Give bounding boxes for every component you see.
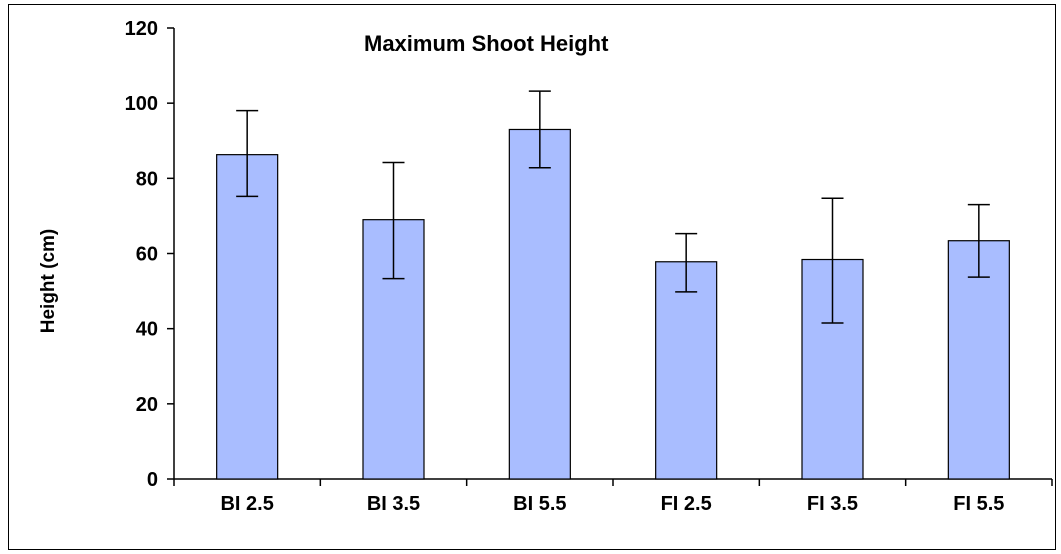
bar-chart: Maximum Shoot Height Height (cm) 0 20 40 60… xyxy=(38,18,1053,515)
x-tick-label-5: FI 5.5 xyxy=(953,493,1004,515)
y-tick-label-40: 40 xyxy=(136,319,158,341)
x-tick-label-2: BI 5.5 xyxy=(513,493,566,515)
plot-area: 0 20 40 60 80 100 120 BI 2.5 BI 3.5 BI 5.5 FI 2.5 F… xyxy=(125,18,1053,515)
x-tick-label-3: FI 2.5 xyxy=(661,493,712,515)
y-tick-label-80: 80 xyxy=(136,168,158,190)
x-tick-label-0: BI 2.5 xyxy=(220,493,273,515)
x-tick-label-4: FI 3.5 xyxy=(807,493,858,515)
y-tick-label-20: 20 xyxy=(136,394,158,416)
chart-title: Maximum Shoot Height xyxy=(364,31,609,56)
y-tick-label-0: 0 xyxy=(147,469,158,491)
y-tick-label-60: 60 xyxy=(136,244,158,266)
y-tick-label-100: 100 xyxy=(125,93,158,115)
bar-5 xyxy=(947,240,1010,480)
y-axis-label: Height (cm) xyxy=(38,229,59,334)
y-tick-label-120: 120 xyxy=(125,18,158,40)
chart-frame: Maximum Shoot Height Height (cm) 0 20 40 60… xyxy=(8,4,1056,550)
bar-3 xyxy=(655,261,718,480)
x-tick-label-1: BI 3.5 xyxy=(367,493,420,515)
bar-0 xyxy=(216,154,279,480)
bar-2 xyxy=(508,128,571,480)
